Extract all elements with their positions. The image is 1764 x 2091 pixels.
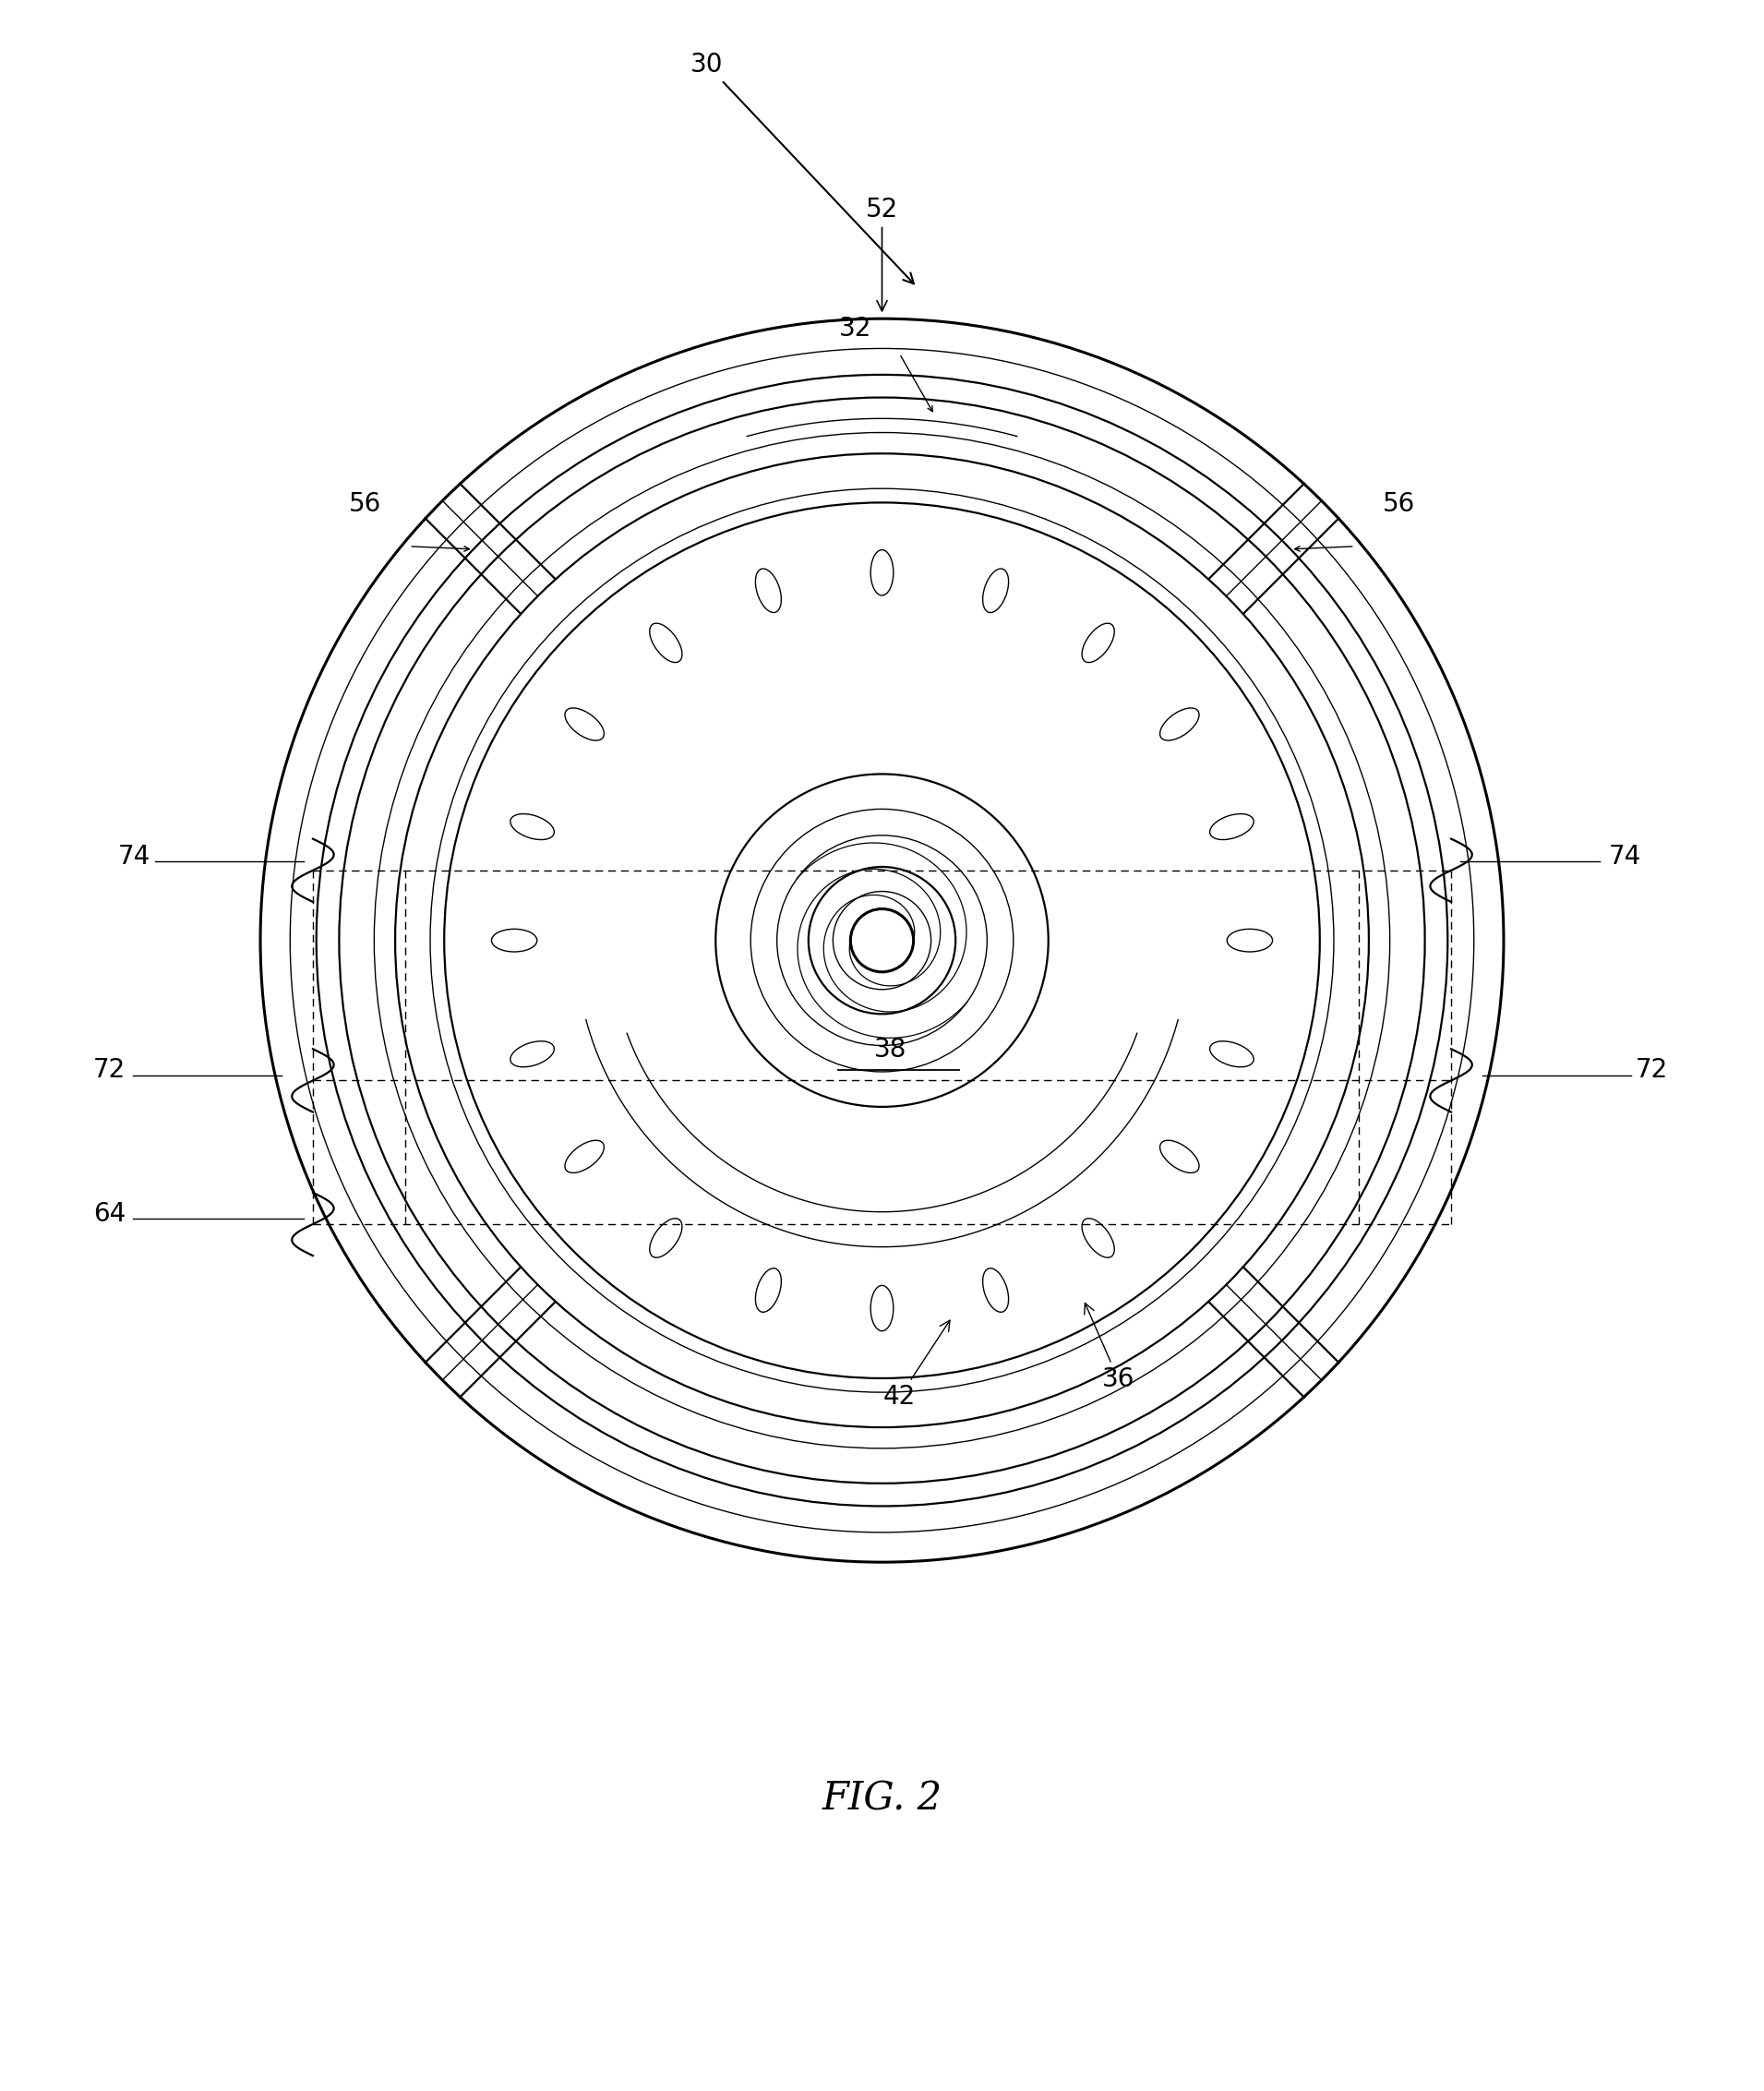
Text: 64: 64 [93, 1200, 125, 1227]
Text: 56: 56 [1383, 491, 1415, 516]
Text: 52: 52 [866, 197, 898, 312]
Text: 32: 32 [840, 316, 871, 341]
Text: 74: 74 [118, 843, 150, 870]
Text: 42: 42 [884, 1319, 949, 1409]
Text: 72: 72 [93, 1058, 125, 1083]
Text: FIG. 2: FIG. 2 [822, 1779, 942, 1817]
Text: 72: 72 [1635, 1058, 1667, 1083]
Text: 36: 36 [1085, 1303, 1134, 1393]
Text: 74: 74 [1609, 843, 1641, 870]
Text: 38: 38 [875, 1037, 907, 1062]
Text: 30: 30 [690, 52, 914, 284]
Text: 56: 56 [349, 491, 381, 516]
